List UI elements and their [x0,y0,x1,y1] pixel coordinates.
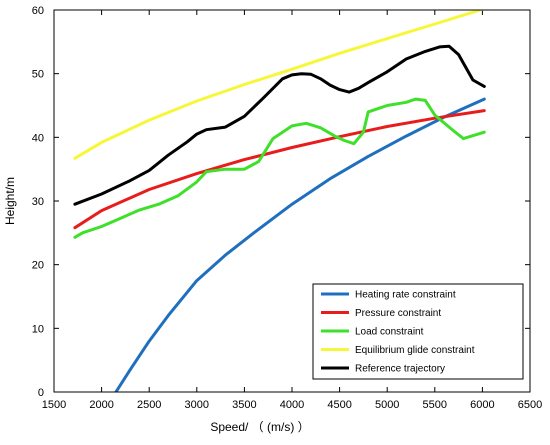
x-tick-label: 4000 [280,399,304,411]
tick-labels: 1500 2000 2500 3000 3500 4000 4500 5000 5500 6000… [32,5,542,411]
y-tick-label: 50 [32,69,44,81]
x-tick-label: 3000 [185,399,209,411]
x-tick-label: 2000 [89,399,113,411]
legend-label-pressure-constraint: Pressure constraint [355,308,441,319]
x-tick-label: 6000 [470,399,494,411]
x-tick-label: 2500 [137,399,161,411]
x-tick-label: 4500 [327,399,351,411]
y-axis-title: Height/m [3,177,17,225]
legend: Heating rate constraint Pressure constrai… [312,283,524,380]
x-tick-label: 5500 [423,399,447,411]
plot-area-frame [53,9,531,393]
x-tick-label: 3500 [232,399,256,411]
series-line-reference-trajectory [73,44,486,206]
series-line-heating-rate-constraint [114,97,486,392]
series-line-load-constraint [73,97,486,239]
series-line-equilibrium-glide-constraint [73,10,486,160]
y-tick-label: 60 [32,5,44,17]
y-tick-label: 20 [32,260,44,272]
y-tick-label: 40 [32,132,44,144]
x-tick-label: 5000 [375,399,399,411]
legend-label-reference-trajectory: Reference trajectory [355,364,445,375]
series-line-pressure-constraint [73,109,486,230]
y-tick-label: 0 [38,387,44,399]
x-tick-label: 6500 [518,399,542,411]
x-axis-title: Speed/ （ (m/s) ） [210,420,309,434]
legend-label-equilibrium-glide-constraint: Equilibrium glide constraint [355,345,475,356]
x-tick-label: 1500 [42,399,66,411]
legend-label-load-constraint: Load constraint [355,327,424,338]
y-tick-label: 30 [32,196,44,208]
y-tick-label: 10 [32,323,44,335]
series-lines [73,10,486,392]
legend-label-heating-rate-constraint: Heating rate constraint [355,290,456,301]
